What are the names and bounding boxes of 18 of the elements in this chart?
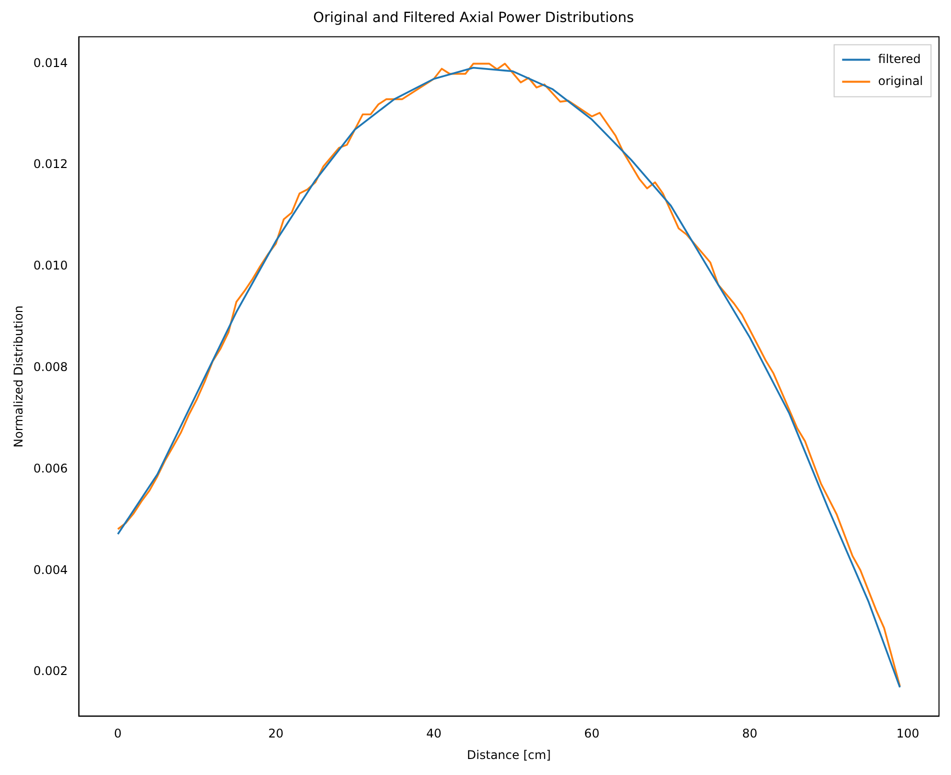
x-axis-title: Distance [cm] [466, 748, 551, 762]
y-tick-label: 0.008 [33, 360, 68, 374]
x-tick-label: 20 [268, 726, 284, 741]
y-tick-label: 0.004 [33, 562, 68, 577]
y-tick-label: 0.006 [33, 461, 68, 476]
y-tick-label: 0.012 [33, 157, 68, 172]
x-tick-label: 0 [114, 726, 122, 741]
legend-label: original [878, 74, 924, 88]
x-tick-label: 40 [426, 726, 442, 741]
chart-title: Original and Filtered Axial Power Distributions [313, 10, 634, 26]
y-axis-title: Normalized Distribution [11, 306, 26, 448]
x-tick-label: 100 [896, 726, 920, 741]
y-tick-label: 0.002 [33, 664, 68, 678]
y-tick-label: 0.014 [33, 56, 68, 70]
x-tick-label: 60 [584, 726, 600, 741]
y-tick-label: 0.010 [33, 258, 68, 273]
legend-label: filtered [878, 52, 921, 66]
x-tick-label: 80 [742, 726, 758, 741]
